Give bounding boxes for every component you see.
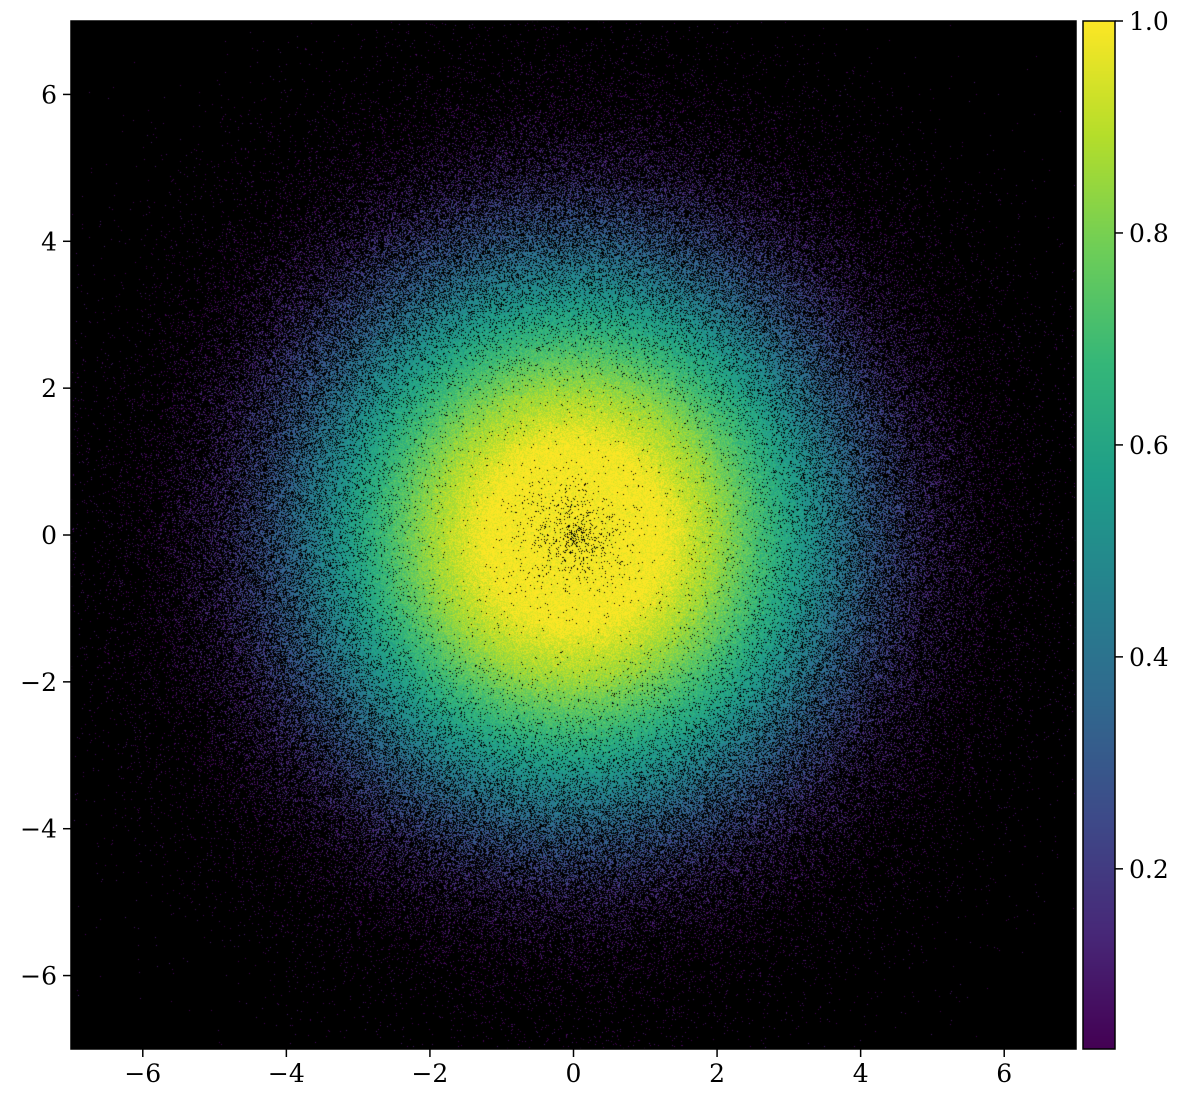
colorbar-gradient bbox=[1083, 21, 1115, 1049]
x-tick-label: 6 bbox=[996, 1059, 1012, 1088]
y-tick-label: −6 bbox=[20, 962, 57, 991]
y-tick-label: 4 bbox=[41, 227, 57, 256]
plot-frame bbox=[70, 20, 1077, 1050]
y-tick-label: 6 bbox=[41, 80, 57, 109]
x-axis: −6 −4 −2 0 2 4 6 bbox=[124, 1049, 1012, 1088]
colorbar-tick-label: 0.4 bbox=[1129, 643, 1169, 672]
x-tick-label: 4 bbox=[853, 1059, 869, 1088]
scatter-density-plot bbox=[71, 21, 1076, 1049]
x-tick-label: −4 bbox=[268, 1059, 305, 1088]
y-tick-label: −4 bbox=[20, 815, 57, 844]
x-tick-label: −2 bbox=[411, 1059, 448, 1088]
y-axis: −6 −4 −2 0 2 4 6 bbox=[20, 80, 71, 991]
colorbar-axis: 0.2 0.4 0.6 0.8 1.0 bbox=[1115, 7, 1169, 884]
colorbar-tick-label: 0.2 bbox=[1129, 855, 1169, 884]
y-tick-label: 2 bbox=[41, 374, 57, 403]
y-tick-label: 0 bbox=[41, 521, 57, 550]
colorbar-tick-label: 1.0 bbox=[1129, 7, 1169, 36]
colorbar-tick-label: 0.8 bbox=[1129, 219, 1169, 248]
x-tick-label: 0 bbox=[566, 1059, 582, 1088]
x-tick-label: 2 bbox=[709, 1059, 725, 1088]
colorbar-frame bbox=[1082, 20, 1116, 1050]
colorbar-tick-label: 0.6 bbox=[1129, 431, 1169, 460]
y-tick-label: −2 bbox=[20, 668, 57, 697]
x-tick-label: −6 bbox=[124, 1059, 161, 1088]
